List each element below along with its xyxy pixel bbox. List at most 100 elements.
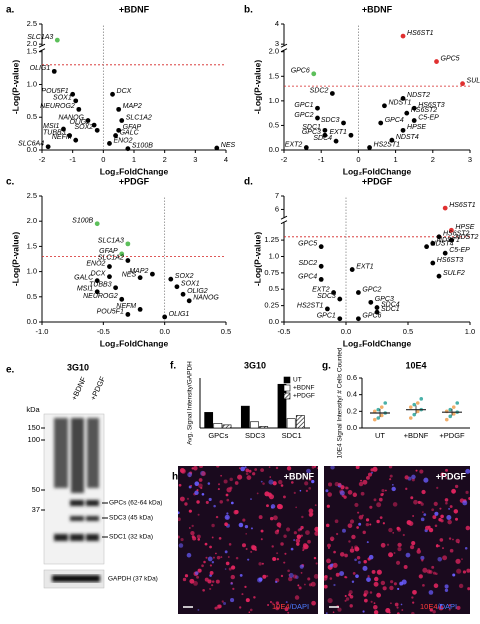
panel-label: b. [244,5,253,16]
cell [405,487,408,490]
cell [276,503,283,510]
cell [388,466,393,469]
point-label: HS6ST1 [449,202,476,209]
point-label: HS2ST1 [297,303,324,310]
cell [230,598,235,603]
cell [354,558,357,562]
marker-label: 150 [27,423,40,432]
data-point [349,267,355,272]
point-label: OLIG1 [169,311,190,318]
point-label: NDST1 [437,237,460,244]
cell [219,500,223,504]
cell [237,474,243,480]
cell [432,571,436,575]
cell [417,547,421,551]
cell [266,575,269,578]
cell [447,519,452,525]
cell [380,542,386,548]
cell [293,531,297,535]
cell [220,556,223,559]
cell [433,583,439,588]
data-point [168,276,174,282]
cell [290,481,294,484]
data-point [372,409,377,414]
cell [389,474,393,478]
cell [438,605,444,611]
y-tick-label: 0.0 [27,145,37,154]
point-label: OLIG1 [30,65,51,72]
point-label: MSI1 [77,286,93,293]
point-label: GPC5 [298,240,317,247]
cell [268,466,271,468]
cell [389,585,394,591]
data-point [113,285,118,291]
data-point [374,305,380,310]
data-point [444,417,449,422]
cell [465,525,470,531]
cell [241,593,244,596]
cell [379,516,383,519]
cell [422,584,425,587]
cell [247,558,250,561]
axis-break [280,215,288,220]
cell [327,492,332,497]
cell [391,486,396,492]
cell [267,604,270,606]
cell [413,499,418,505]
x-tick-label: SDC3 [245,431,265,440]
x-tick-label: -1 [318,155,325,164]
point-label: SLC1A2 [98,254,124,261]
data-point [186,298,192,304]
data-point [448,414,453,419]
blot-panel: e. 3G10 kDa +BDNF +PDGF 150 100 50 37 GP… [6,362,162,589]
cell [363,559,367,564]
cell [276,529,280,532]
cell [211,523,215,528]
data-point [119,251,125,257]
cell [239,606,242,609]
cell [455,517,459,521]
cell [419,469,424,474]
y-axis-title: -Log(P-value) [252,60,262,114]
cell [287,611,290,614]
stain-red: 10E4 [420,602,438,611]
y-tick-label: 7 [275,191,279,200]
data-point [411,118,417,123]
data-point [94,127,100,133]
marker-label: 100 [27,435,40,444]
cell [423,513,427,517]
y-tick-label: 4 [275,19,279,28]
point-label: NES [122,271,137,278]
cell [339,571,345,576]
cell [197,513,200,516]
marker-label: 50 [32,485,40,494]
cell [462,570,467,574]
cell [352,492,358,497]
band-label: GPCs (62-64 kDa) [109,500,162,507]
cell [373,610,379,614]
data-point [76,106,82,112]
y-tick-label: 0.6 [347,373,357,382]
cell [396,526,400,531]
cell [178,543,184,548]
cell [297,528,301,532]
data-point [424,244,429,250]
cell [390,580,394,584]
cell [220,474,223,477]
cell [325,489,329,493]
cell [429,608,433,612]
point-label: SULF2 [467,78,480,85]
cell [196,489,199,492]
data-point [214,145,220,151]
x-tick-label: -2 [39,155,46,164]
cell [431,565,435,569]
cell [284,607,289,612]
y-tick-label: 2.5 [27,191,37,200]
cell [180,537,184,542]
x-tick-label: 0 [101,155,105,164]
cell [349,519,355,524]
point-label: GPC2 [362,286,381,293]
cell [454,484,459,489]
point-label: HS6ST2 [411,107,438,114]
cell [316,467,318,469]
